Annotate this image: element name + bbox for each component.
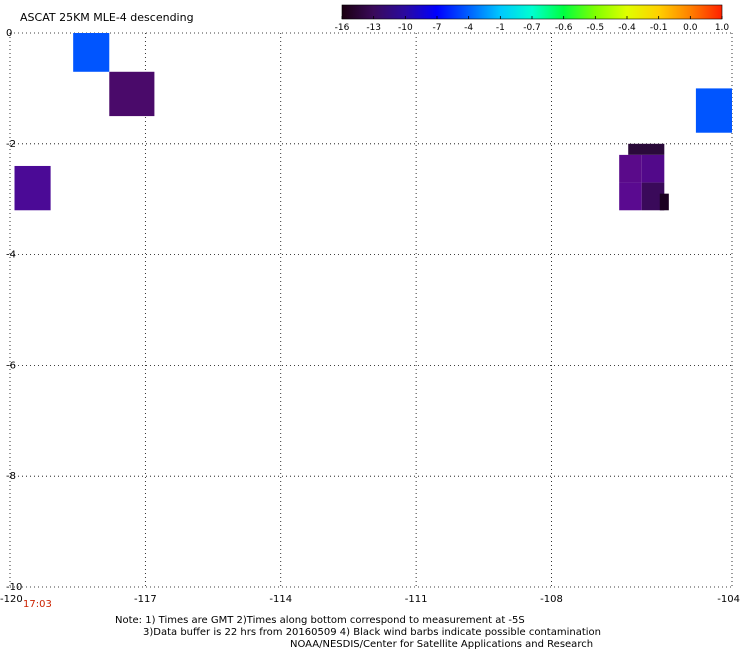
colorbar-tick-label: -1 <box>496 23 505 33</box>
data-cell <box>641 154 665 183</box>
footnote-line-1: Note: 1) Times are GMT 2)Times along bot… <box>115 615 525 626</box>
colorbar-tick-label: -4 <box>464 23 473 33</box>
axis-labels: -120 -117 -114 -111 -108 -104 0 -2 -4 -6 -8 -10 <box>0 28 740 605</box>
y-tick-label: -6 <box>6 360 16 371</box>
y-tick-label: -4 <box>6 250 16 261</box>
x-tick-label: -111 <box>405 594 428 605</box>
colorbar-tick-label: -10 <box>398 23 413 33</box>
colorbar-tick-label: 1.0 <box>715 23 730 33</box>
data-cell <box>695 88 732 133</box>
x-tick-label: -117 <box>134 594 157 605</box>
grid-lines <box>9 32 733 588</box>
y-tick-label: -10 <box>6 582 22 593</box>
colorbar-tick-label: -0.7 <box>523 23 541 33</box>
y-tick-label: -2 <box>6 139 16 150</box>
colorbar-tick-label: -0.5 <box>587 23 605 33</box>
time-label: 17:03 <box>23 599 52 610</box>
y-tick-label: -8 <box>6 471 16 482</box>
data-cell <box>659 193 669 211</box>
x-tick-label: -104 <box>717 594 740 605</box>
x-tick-label: -108 <box>540 594 563 605</box>
data-cell <box>641 182 665 211</box>
data-cell <box>628 143 665 155</box>
colorbar-tick-label: -13 <box>366 23 381 33</box>
colorbar-tick-label: -0.6 <box>555 23 573 33</box>
x-tick-label: -120 <box>0 594 23 605</box>
colorbar: -16 -13 -10 -7 -4 -1 -0.7 -0.6 -0.5 -0.4 -0.1 0.0 1.… <box>335 4 730 33</box>
data-cells <box>14 33 732 211</box>
data-cell <box>14 165 51 211</box>
colorbar-tick-label: -0.4 <box>618 23 636 33</box>
x-tick-label: -114 <box>269 594 292 605</box>
chart-title: ASCAT 25KM MLE-4 descending <box>20 11 194 24</box>
data-cell <box>619 154 642 183</box>
footnote-line-3: NOAA/NESDIS/Center for Satellite Applica… <box>290 639 594 650</box>
colorbar-tick-label: 0.0 <box>683 23 698 33</box>
data-cell <box>619 182 642 211</box>
data-cell <box>109 71 155 117</box>
y-tick-label: 0 <box>6 28 12 39</box>
footnote-line-2: 3)Data buffer is 22 hrs from 20160509 4)… <box>143 627 601 638</box>
colorbar-tick-label: -7 <box>433 23 442 33</box>
colorbar-tick-label: -0.1 <box>650 23 668 33</box>
data-cell <box>73 33 110 72</box>
colorbar-tick-label: -16 <box>335 23 350 33</box>
